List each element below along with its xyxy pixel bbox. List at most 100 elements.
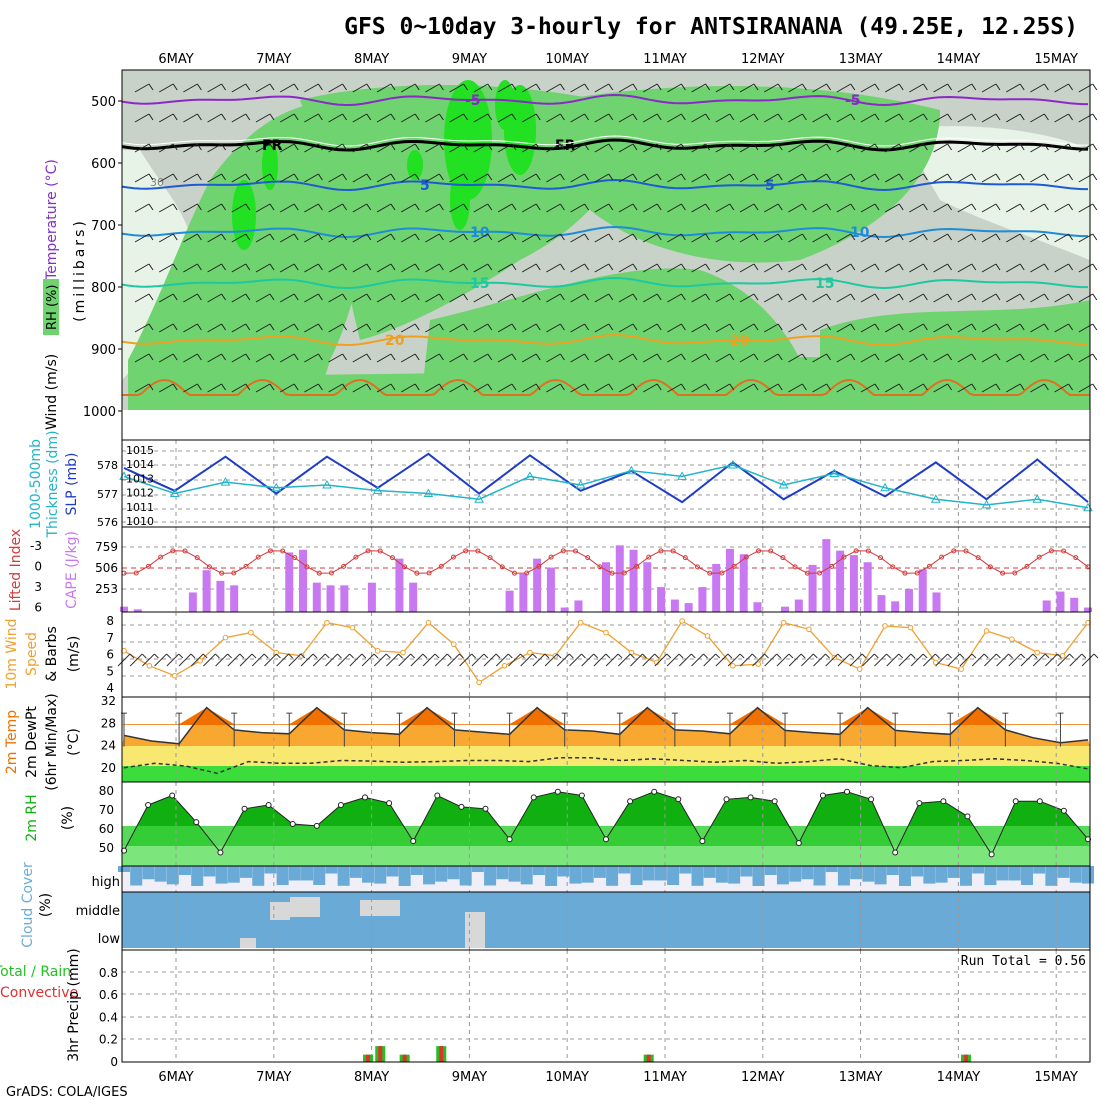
precip-tick: 0.8 bbox=[99, 966, 118, 980]
wind-barb bbox=[667, 173, 686, 183]
temp-tick: 24 bbox=[101, 739, 116, 753]
wind-barb bbox=[376, 203, 396, 213]
wind-speed-point bbox=[222, 634, 229, 641]
wind-barb bbox=[909, 263, 928, 273]
wind-barb bbox=[667, 113, 686, 123]
contour-label: -5 bbox=[845, 93, 861, 109]
wind-barb-10m bbox=[642, 653, 660, 667]
wind-barb bbox=[304, 383, 323, 393]
wind-barb bbox=[594, 353, 614, 363]
rh2m-point bbox=[386, 800, 393, 807]
cloud-high-bar bbox=[825, 866, 838, 873]
cape-bar bbox=[725, 548, 734, 612]
wind-barb bbox=[183, 353, 202, 363]
wind-barb bbox=[860, 263, 880, 273]
wind-barb bbox=[279, 203, 299, 213]
cape-bar bbox=[1084, 607, 1092, 612]
rh2m-point bbox=[193, 819, 200, 826]
wind-barb bbox=[425, 383, 444, 393]
wind-barb bbox=[449, 83, 469, 93]
wind-barb bbox=[304, 173, 323, 183]
cloud-high-bar bbox=[398, 866, 411, 886]
wind-barb bbox=[304, 263, 323, 273]
cloud-high-bar bbox=[130, 866, 143, 886]
cape-bar bbox=[918, 569, 927, 612]
rh-light-patch-left bbox=[122, 150, 200, 380]
wind-barb bbox=[328, 353, 348, 363]
wind-barb-10m bbox=[678, 653, 696, 667]
wind-barb bbox=[860, 233, 880, 243]
wind-barb bbox=[763, 353, 783, 363]
wind-barb bbox=[521, 203, 541, 213]
top-date-label: 6MAY bbox=[158, 52, 193, 67]
cloud-high-bar bbox=[215, 866, 228, 884]
cloud-unit: (%) bbox=[38, 893, 54, 917]
wind-barb bbox=[933, 353, 953, 363]
wind-barb bbox=[594, 323, 614, 333]
wind-barb bbox=[933, 83, 953, 93]
wind-barb bbox=[158, 263, 178, 273]
wind-barb bbox=[158, 233, 178, 243]
temp-contour bbox=[121, 333, 1088, 347]
wind-barb bbox=[957, 113, 977, 123]
top-date-label: 15MAY bbox=[1034, 52, 1078, 67]
wind-barb-10m bbox=[800, 653, 818, 667]
wind-barb-10m bbox=[971, 653, 989, 667]
wind-barb bbox=[812, 323, 832, 333]
wind-barb bbox=[473, 383, 493, 393]
wind-barb-10m bbox=[788, 653, 806, 667]
cloud-high-bar bbox=[935, 866, 948, 883]
wind-barb bbox=[739, 293, 759, 303]
wind-barb bbox=[594, 173, 614, 183]
wind-speed-point bbox=[324, 619, 330, 626]
wind-barb bbox=[473, 293, 493, 303]
wind-barb bbox=[304, 353, 323, 363]
cape-bar bbox=[230, 585, 239, 612]
wind-barb bbox=[570, 293, 590, 303]
wind-barb bbox=[1054, 263, 1074, 273]
cape-bar bbox=[615, 545, 624, 612]
cape-bar bbox=[629, 549, 638, 612]
wind-barb-10m bbox=[215, 653, 232, 667]
wind-speed-point bbox=[425, 619, 432, 626]
cape-bar bbox=[312, 582, 321, 612]
wind-barb bbox=[352, 353, 372, 363]
wind-barb bbox=[739, 143, 759, 153]
wind-barb bbox=[207, 233, 227, 243]
cape-bar bbox=[395, 558, 404, 612]
wind-barb bbox=[715, 113, 735, 123]
wind-barb bbox=[328, 323, 348, 333]
wind-barb bbox=[981, 353, 1001, 363]
rh2m-point bbox=[217, 849, 224, 856]
wind-barb bbox=[231, 233, 251, 243]
cloud-gap bbox=[290, 897, 320, 917]
wind-barb bbox=[304, 293, 323, 303]
wind-barb bbox=[594, 233, 614, 243]
wind-barb bbox=[231, 293, 251, 303]
wind-barb-10m bbox=[849, 653, 867, 667]
temp-tick: 20 bbox=[101, 761, 116, 775]
wind-barb-10m bbox=[556, 653, 574, 667]
wind-barb bbox=[158, 293, 178, 303]
rh2m-point bbox=[627, 798, 634, 805]
wind-barb bbox=[763, 293, 783, 303]
wind-barb bbox=[255, 263, 275, 273]
wind-barb bbox=[1054, 383, 1074, 393]
lifted-point bbox=[548, 554, 554, 560]
cloud-high-bar bbox=[606, 866, 619, 886]
rh2m-point bbox=[603, 836, 609, 843]
wind-barb bbox=[134, 83, 154, 93]
wind-barb bbox=[618, 173, 638, 183]
lifted-point bbox=[890, 564, 896, 570]
wind-barb bbox=[546, 353, 565, 363]
cape-bar bbox=[849, 555, 858, 612]
wind-barb bbox=[667, 293, 686, 303]
temp-contour bbox=[121, 178, 1088, 192]
wind-barb bbox=[909, 203, 928, 213]
lifted-tick: 3 bbox=[34, 580, 42, 594]
wind-barb bbox=[1030, 203, 1049, 213]
surface-temp-contour bbox=[122, 378, 1090, 396]
cloud-high-bar bbox=[850, 866, 863, 880]
precip-tick: 0 bbox=[110, 1055, 118, 1069]
